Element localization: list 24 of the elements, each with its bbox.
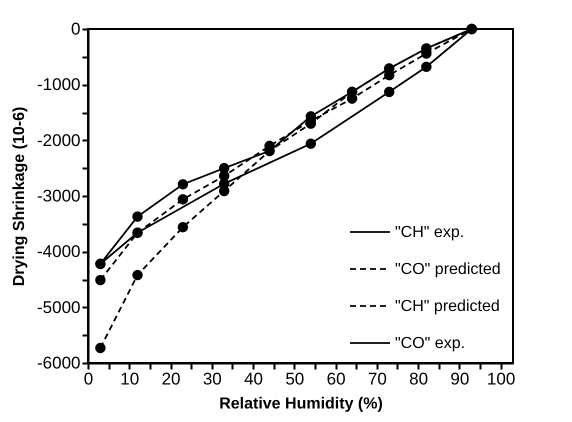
y-tick-label: -6000 [37,354,80,372]
x-tick-label: 30 [202,370,222,388]
x-tick-label: 50 [285,370,304,388]
x-axis-title: Relative Humidity (%) [219,396,383,412]
x-tick-label: 0 [84,370,94,388]
x-tick-label: 80 [409,370,428,388]
x-tick-label: 40 [244,370,264,388]
x-tick-label: 60 [326,370,346,388]
y-tick-label: -4000 [37,242,80,262]
x-tick-label: 10 [120,370,140,388]
y-tick-label: -2000 [37,130,80,150]
y-tick-label: -1000 [37,75,80,94]
y-axis-title: Drying Shrinkage (10-6) [11,106,28,286]
legend-label: "CH" predicted [395,298,500,315]
legend-label: "CO" exp. [395,335,466,352]
x-tick-label: 70 [368,370,387,388]
legend-label: "CH" exp. [395,224,464,241]
x-tick-label: 90 [450,370,470,388]
y-tick-label: 0 [71,20,80,38]
x-tick-label: 20 [162,370,180,388]
y-tick-label: -5000 [37,298,80,317]
x-tick-label: 100 [486,370,516,388]
y-tick-label: -3000 [37,186,80,206]
legend-label: "CO" predicted [395,261,501,278]
